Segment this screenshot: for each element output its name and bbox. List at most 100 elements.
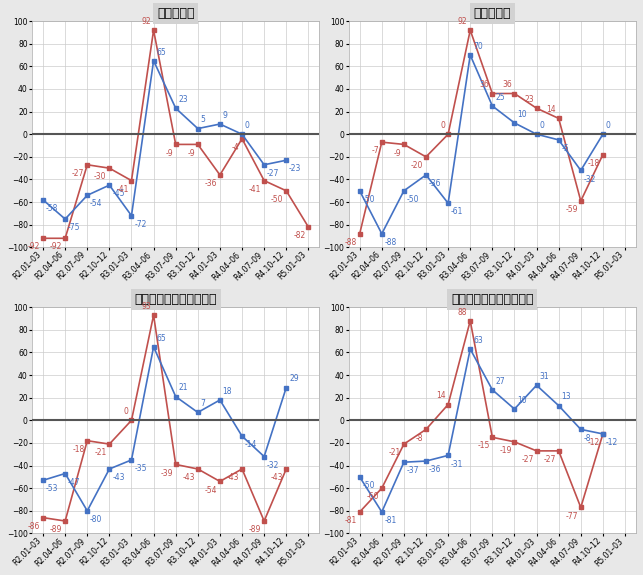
Text: 36: 36 [502,81,512,89]
Text: -18: -18 [72,445,84,454]
Text: 31: 31 [539,372,549,381]
Text: 7: 7 [201,399,206,408]
Text: 23: 23 [524,95,534,104]
Text: -27: -27 [267,169,279,178]
Text: -41: -41 [116,185,129,194]
Text: -89: -89 [50,525,62,534]
Text: -7: -7 [372,146,379,155]
Text: -50: -50 [363,481,375,490]
Text: 0: 0 [440,121,446,130]
Text: 13: 13 [561,393,571,401]
Text: -21: -21 [95,448,107,457]
Text: -9: -9 [165,148,173,158]
Text: -77: -77 [565,512,578,520]
Text: -92: -92 [50,243,62,251]
Text: -19: -19 [500,446,512,455]
Text: -50: -50 [406,195,419,204]
Text: -23: -23 [289,164,302,174]
Text: -36: -36 [429,179,441,188]
Text: -15: -15 [477,442,489,450]
Text: -9: -9 [187,148,195,158]
Text: -88: -88 [385,238,397,247]
Text: 65: 65 [156,334,166,343]
Text: -61: -61 [451,208,463,216]
Text: -82: -82 [293,231,305,240]
Text: -59: -59 [565,205,578,214]
Text: -50: -50 [363,195,375,204]
Text: -88: -88 [345,238,357,247]
Text: 27: 27 [495,377,505,386]
Title: 総受注戸数: 総受注戸数 [157,7,194,20]
Text: -27: -27 [72,169,84,178]
Text: 18: 18 [222,387,232,396]
Text: -81: -81 [345,516,357,525]
Text: -5: -5 [561,144,569,153]
Text: 0: 0 [606,121,611,130]
Text: -92: -92 [28,243,41,251]
Text: -20: -20 [411,161,423,170]
Text: -14: -14 [245,440,257,449]
Text: -50: -50 [271,195,284,204]
Text: 9: 9 [222,111,228,120]
Text: 10: 10 [517,396,527,405]
Text: -39: -39 [160,469,173,478]
Title: 戸建て注文住宅受注戸数: 戸建て注文住宅受注戸数 [134,293,217,306]
Text: -81: -81 [385,516,397,525]
Text: -36: -36 [204,179,217,188]
Text: -18: -18 [588,159,600,168]
Text: -53: -53 [46,485,59,493]
Text: 21: 21 [179,384,188,392]
Text: -8: -8 [584,434,591,443]
Text: 14: 14 [436,392,446,400]
Text: -8: -8 [416,434,423,443]
Text: -45: -45 [112,189,125,198]
Text: 29: 29 [289,374,298,384]
Text: -32: -32 [267,461,279,470]
Text: -86: -86 [28,522,41,531]
Text: 92: 92 [141,17,151,26]
Text: -41: -41 [249,185,261,194]
Text: -43: -43 [271,473,284,482]
Text: -12: -12 [606,438,618,447]
Text: -54: -54 [204,486,217,494]
Text: 25: 25 [495,93,505,102]
Text: -30: -30 [94,172,107,181]
Text: -43: -43 [227,473,239,482]
Text: 0: 0 [124,407,129,416]
Text: -31: -31 [451,459,463,469]
Text: 63: 63 [473,336,483,345]
Text: -72: -72 [134,220,147,229]
Text: 88: 88 [458,308,467,317]
Text: -32: -32 [584,175,596,183]
Title: 戸建て注文住宅受注金額: 戸建て注文住宅受注金額 [451,293,534,306]
Text: 92: 92 [458,17,467,26]
Text: -43: -43 [183,473,195,482]
Text: 0: 0 [539,121,544,130]
Text: -58: -58 [46,204,59,213]
Text: 36: 36 [480,81,489,89]
Text: -89: -89 [249,525,261,534]
Text: -47: -47 [68,478,80,486]
Text: 70: 70 [473,42,483,51]
Text: -60: -60 [367,492,379,501]
Text: -4: -4 [231,143,239,152]
Text: 0: 0 [245,121,249,130]
Text: 10: 10 [517,110,527,119]
Text: -12: -12 [588,438,600,447]
Title: 総受注金額: 総受注金額 [474,7,511,20]
Text: 65: 65 [156,48,166,56]
Text: 14: 14 [547,105,556,114]
Text: -35: -35 [134,464,147,473]
Text: -21: -21 [389,448,401,457]
Text: -27: -27 [543,455,556,464]
Text: -43: -43 [112,473,125,482]
Text: 5: 5 [201,116,206,124]
Text: -54: -54 [90,200,102,209]
Text: -9: -9 [394,148,401,158]
Text: -27: -27 [521,455,534,464]
Text: -80: -80 [90,515,102,524]
Text: -37: -37 [406,466,419,476]
Text: -36: -36 [429,465,441,474]
Text: -75: -75 [68,223,80,232]
Text: 93: 93 [141,302,151,311]
